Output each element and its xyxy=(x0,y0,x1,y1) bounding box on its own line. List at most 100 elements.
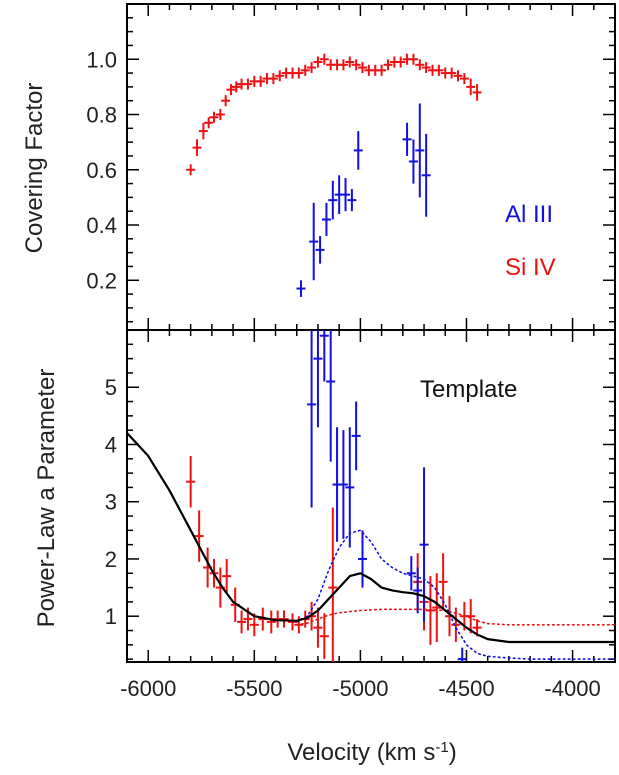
bottom-y-tick-label: 2 xyxy=(105,547,117,572)
si4-covering-point xyxy=(209,111,219,123)
x-tick-label: -4500 xyxy=(438,676,494,701)
si4-points xyxy=(194,510,204,562)
si4-covering-point xyxy=(186,164,196,176)
si4-covering-point xyxy=(351,59,361,71)
legend-si4: Si IV xyxy=(505,254,556,281)
al3-covering-point xyxy=(341,178,351,212)
si4-points xyxy=(222,558,232,594)
bottom-frame xyxy=(126,329,616,663)
al3-points xyxy=(326,330,336,462)
si4-points xyxy=(432,573,442,642)
si4-points xyxy=(266,610,276,634)
si4-covering-point xyxy=(396,56,406,68)
top-y-tick-label: 0.4 xyxy=(86,213,117,238)
si4-covering-point xyxy=(338,59,348,71)
al3-points xyxy=(307,330,317,508)
al3-points xyxy=(319,330,329,382)
al3-covering-point xyxy=(296,280,306,297)
si4-points xyxy=(466,599,476,634)
al3-covering-point xyxy=(353,131,363,170)
si4-covering-point xyxy=(447,67,457,79)
al3-points xyxy=(406,556,416,591)
al3-points xyxy=(313,330,323,428)
x-axis-title-end: ) xyxy=(449,739,457,766)
si4-covering-point xyxy=(294,67,304,79)
al3-covering-point xyxy=(321,202,331,237)
si4-points xyxy=(287,613,297,631)
si4-covering-point xyxy=(415,59,425,71)
x-tick-label: -5000 xyxy=(332,676,388,701)
si4-covering-point xyxy=(231,81,241,93)
al3-points xyxy=(358,530,368,588)
si4-points xyxy=(313,607,323,648)
si4-covering-point xyxy=(421,62,431,74)
si4-covering-point xyxy=(256,75,266,87)
x-tick-label: -4000 xyxy=(544,676,600,701)
top-y-tick-label: 0.2 xyxy=(86,268,117,293)
si4-points xyxy=(279,610,289,628)
covering-factor-panel: 0.2 0.4 0.6 0.8 1.0 xyxy=(86,3,616,331)
si4-covering-point xyxy=(434,64,444,76)
si4-points xyxy=(319,613,329,660)
bottom-y-tick-label: 3 xyxy=(105,490,117,515)
si4-covering-point xyxy=(221,95,231,107)
si4-points xyxy=(237,610,247,634)
si4-covering-point xyxy=(215,108,225,121)
si4-covering-point xyxy=(192,139,202,156)
bottom-y-tick-label: 5 xyxy=(105,375,117,400)
al3-points xyxy=(345,427,355,548)
power-law-panel: -6000 -5500 -5000 -4500 -4000 1 2 3 4 5 xyxy=(105,329,616,701)
al3-covering-point xyxy=(402,122,412,156)
al3-covering-point xyxy=(415,103,425,198)
top-y-tick-label: 1.0 xyxy=(86,47,117,72)
al3-covering-point xyxy=(309,202,319,281)
si4-covering-point xyxy=(345,56,355,68)
template-annotation: Template xyxy=(420,376,517,403)
al3-covering-point xyxy=(421,133,431,217)
si4-covering-point xyxy=(466,78,476,96)
si4-covering-point xyxy=(459,73,469,85)
si4-covering-point xyxy=(243,78,253,90)
top-y-tick-label: 0.6 xyxy=(86,158,117,183)
bottom-y-tick-label: 1 xyxy=(105,604,117,629)
al3-covering-point xyxy=(315,236,325,264)
si4-covering-point xyxy=(313,56,323,68)
x-axis-title-sup: -1 xyxy=(435,739,448,756)
si4-covering-point xyxy=(383,59,393,71)
si4-covering-point xyxy=(453,70,463,82)
si4-points xyxy=(328,507,338,662)
si4-covering-point xyxy=(268,73,278,85)
si4-covering-point xyxy=(472,84,482,101)
al3-covering-point xyxy=(328,180,338,220)
template-curve xyxy=(126,432,615,644)
si4-covering-point xyxy=(408,53,418,65)
si4-covering-point xyxy=(319,53,329,65)
bottom-y-axis-title: Power-Law a Parameter xyxy=(33,369,60,628)
blue-dotted-curve xyxy=(295,529,616,660)
al3-points xyxy=(413,567,423,614)
legend-al3: Al III xyxy=(505,201,553,228)
si4-covering-point xyxy=(307,62,317,74)
al3-covering-point xyxy=(408,139,418,184)
si4-points xyxy=(186,455,196,508)
al3-points xyxy=(338,430,348,539)
si4-covering-point xyxy=(204,117,214,129)
al3-points xyxy=(351,401,361,471)
si4-points xyxy=(425,576,435,645)
al3-points xyxy=(457,647,467,662)
top-y-axis-title: Covering Factor xyxy=(21,83,48,254)
si4-covering-point xyxy=(377,64,387,76)
si4-covering-point xyxy=(358,62,368,74)
si4-covering-point xyxy=(300,64,310,76)
top-y-tick-label: 0.8 xyxy=(86,103,117,128)
si4-covering-point xyxy=(198,122,208,140)
top-frame xyxy=(126,3,616,331)
x-axis-title-main: Velocity (km s xyxy=(287,739,435,766)
bottom-y-tick-label: 4 xyxy=(105,432,117,457)
x-tick-label: -5500 xyxy=(226,676,282,701)
si4-covering-point xyxy=(275,70,285,82)
al3-covering-point xyxy=(347,189,357,212)
x-tick-label: -6000 xyxy=(120,676,176,701)
x-axis-title: Velocity (km s-1) xyxy=(287,739,456,767)
